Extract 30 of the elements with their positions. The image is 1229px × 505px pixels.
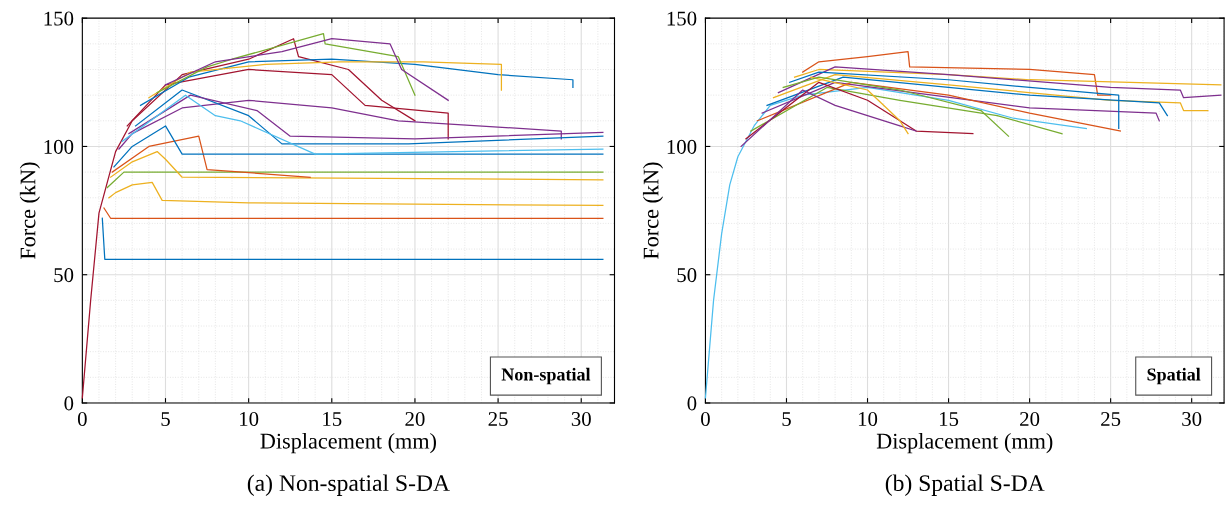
- x-tick-label: 10: [858, 411, 878, 426]
- x-tick-label: 30: [1182, 411, 1202, 426]
- x-tick-label: 15: [323, 412, 342, 426]
- x-tick-label: 10: [240, 411, 259, 426]
- y-tick-label: 100: [44, 139, 74, 154]
- y-tick-label: 150: [667, 11, 697, 26]
- y-axis-title: Force (kN): [19, 162, 40, 259]
- x-axis-title: Displacement (mm): [260, 432, 436, 454]
- y-tick-label: 50: [54, 268, 74, 283]
- x-tick-label: 5: [161, 412, 170, 426]
- y-tick-label: 150: [44, 11, 74, 26]
- y-tick-label: 0: [687, 396, 697, 411]
- x-axis-title: Displacement (mm): [876, 432, 1053, 454]
- text: (a) Non-spatial S-DA: [247, 474, 450, 496]
- x-tick-label: 25: [1101, 411, 1121, 426]
- x-tick-label: 30: [571, 411, 591, 426]
- x-tick-label: 25: [488, 411, 508, 426]
- x-tick-label: 0: [701, 411, 710, 426]
- x-tick-label: 20: [1020, 411, 1040, 426]
- text: (b) Spatial S-DA: [885, 474, 1045, 496]
- x-tick-label: 20: [405, 411, 425, 426]
- y-tick-label: 100: [667, 139, 697, 154]
- annotation: Non-spatial: [501, 367, 591, 385]
- x-tick-label: 5: [782, 412, 791, 426]
- y-tick-label: 0: [64, 396, 74, 411]
- y-axis-title: Force (kN): [642, 162, 664, 259]
- x-tick-label: 0: [77, 411, 87, 426]
- annotation: Spatial: [1147, 367, 1201, 385]
- y-tick-label: 50: [677, 268, 697, 283]
- x-tick-label: 15: [939, 412, 959, 426]
